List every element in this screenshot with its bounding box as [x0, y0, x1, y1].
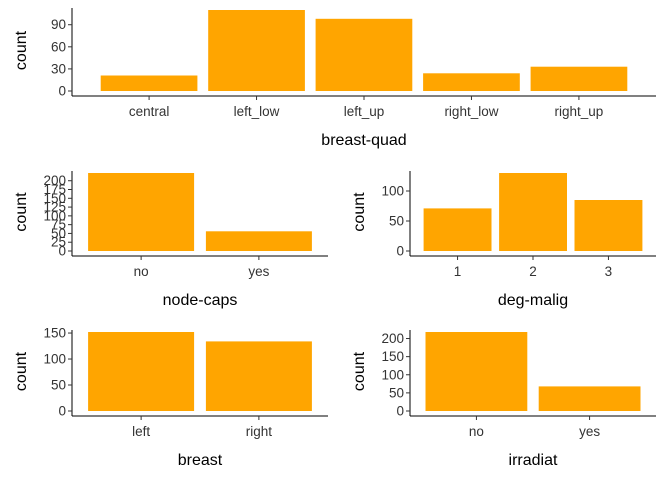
bar-breast-quad-right_low	[423, 73, 520, 91]
x-tick-label-no: no	[469, 424, 484, 439]
bar-breast-left	[88, 332, 195, 411]
y-tick-label: 100	[43, 208, 66, 223]
y-tick-label: 0	[396, 244, 404, 259]
y-tick-label: 50	[389, 214, 404, 229]
x-tick-label-right_low: right_low	[444, 104, 498, 119]
bar-breast-quad-left_low	[208, 10, 305, 91]
x-axis-title-breast: breast	[178, 452, 223, 469]
x-axis-title-deg-malig: deg-malig	[498, 292, 568, 309]
x-tick-label-right_up: right_up	[555, 104, 604, 119]
y-tick-label: 0	[58, 84, 66, 99]
x-tick-label-right: right	[246, 424, 273, 439]
bar-breast-quad-left_up	[315, 18, 413, 91]
x-tick-label-left_low: left_low	[234, 104, 280, 119]
y-tick-label: 30	[51, 61, 66, 76]
bar-node-caps-no	[88, 173, 195, 251]
y-axis-title-irradiat: count	[351, 351, 368, 391]
x-tick-label-central: central	[129, 104, 170, 119]
y-tick-label: 0	[58, 404, 66, 419]
bar-irradiat-no	[425, 332, 528, 411]
y-tick-label: 75	[51, 217, 66, 232]
y-tick-label: 175	[43, 182, 66, 197]
bar-breast-right	[205, 341, 312, 411]
x-tick-label-yes: yes	[248, 264, 269, 279]
y-tick-label: 150	[43, 191, 66, 206]
bar-breast-quad-right_up	[530, 66, 628, 91]
x-tick-label-3: 3	[605, 264, 613, 279]
y-tick-label: 150	[43, 326, 66, 341]
y-tick-label: 125	[43, 200, 66, 215]
y-tick-label: 100	[43, 352, 66, 367]
y-tick-label: 200	[43, 173, 66, 188]
bar-deg-malig-3	[574, 200, 643, 251]
y-tick-label: 0	[58, 244, 66, 259]
x-tick-label-left_up: left_up	[344, 104, 385, 119]
bar-deg-malig-2	[499, 173, 567, 251]
chart-panel-irradiat: 0 50 100 150 200 no yes irradiat count	[351, 330, 656, 469]
y-tick-label: 0	[396, 404, 404, 419]
x-tick-label-no: no	[134, 264, 149, 279]
x-axis-title-irradiat: irradiat	[509, 452, 558, 469]
y-tick-label: 25	[51, 235, 66, 250]
y-tick-label: 60	[51, 39, 66, 54]
x-tick-label-1: 1	[454, 264, 462, 279]
chart-panel-deg-malig: 0 50 100 1 2 3 deg-malig count	[351, 171, 656, 309]
y-tick-label: 50	[389, 385, 404, 400]
y-tick-label: 200	[381, 331, 404, 346]
x-tick-label-left: left	[132, 424, 150, 439]
y-axis-title-breast-quad: count	[13, 30, 30, 70]
x-tick-label-yes: yes	[579, 424, 600, 439]
x-axis-title-breast-quad: breast-quad	[321, 132, 406, 149]
bar-node-caps-yes	[205, 231, 312, 251]
y-axis-title-deg-malig: count	[351, 192, 368, 232]
y-tick-label: 100	[381, 367, 404, 382]
bar-irradiat-yes	[538, 386, 641, 411]
y-axis-title-node-caps: count	[13, 192, 30, 232]
y-tick-label: 90	[51, 17, 66, 32]
x-axis-title-node-caps: node-caps	[163, 292, 238, 309]
y-tick-label: 50	[51, 378, 66, 393]
chart-panel-breast-quad: 0 30 60 90 central left_low left_up right_low ri…	[13, 8, 656, 149]
chart-panel-breast: 0 50 100 150 left right breast count	[13, 326, 328, 469]
y-axis-title-breast: count	[13, 351, 30, 391]
bar-deg-malig-1	[423, 208, 492, 251]
y-tick-label: 50	[51, 226, 66, 241]
y-tick-label: 150	[381, 349, 404, 364]
bar-breast-quad-central	[100, 75, 198, 91]
y-tick-label: 100	[381, 184, 404, 199]
x-tick-label-2: 2	[529, 264, 537, 279]
